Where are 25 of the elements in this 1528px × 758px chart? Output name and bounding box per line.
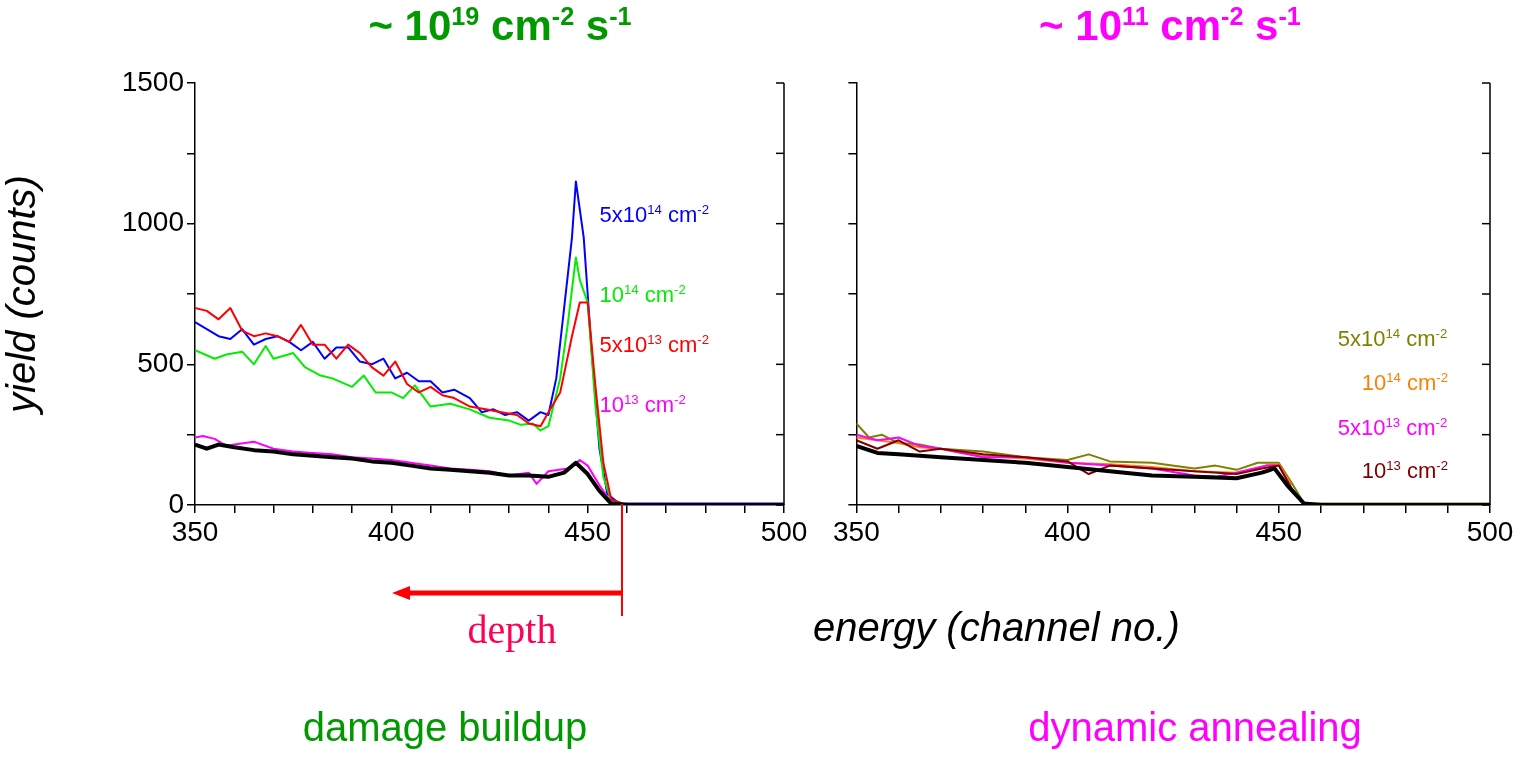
x-tick-label: 500 (1466, 515, 1514, 547)
text: 5x10$^{14}$ cm$^{-2}$ (1337, 326, 1448, 353)
text: 10$^{13}$ cm$^{-2}$ (599, 392, 686, 419)
y-tick-label: 1500 (121, 65, 184, 97)
text: 10$^{13}$ cm$^{-2}$ (1361, 458, 1449, 485)
chart-title: ~ 10$^{11}$ cm$^{-2}$ s$^{-1}$ (1039, 2, 1301, 50)
x-tick-label: 350 (833, 515, 880, 547)
text: dynamic annealing (1028, 705, 1362, 750)
x-tick-label: 450 (564, 515, 612, 547)
text: damage buildup (302, 705, 588, 750)
x-tick-label: 400 (1044, 515, 1091, 547)
x-tick-label: 500 (760, 515, 808, 547)
series-label: 5x10$^{13}$ cm$^{-2}$ (599, 332, 710, 359)
series-label: 5x10$^{14}$ cm$^{-2}$ (599, 202, 710, 229)
y-tick-label: 500 (137, 347, 184, 379)
x-axis-title: energy (channel no.) (812, 605, 1180, 650)
chart-title: ~ 10$^{19}$ cm$^{-2}$ s$^{-1}$ (368, 2, 632, 50)
text: 10$^{14}$ cm$^{-2}$ (1361, 369, 1449, 396)
x-tick-label: 400 (367, 515, 415, 547)
text: 5x10$^{13}$ cm$^{-2}$ (1337, 414, 1448, 441)
y-tick-label: 1000 (121, 206, 184, 238)
series-label: 10$^{14}$ cm$^{-2}$ (599, 282, 686, 309)
text: depth (467, 606, 557, 652)
y-axis-title: yield (counts) (0, 175, 44, 416)
x-tick-label: 450 (1255, 515, 1303, 547)
